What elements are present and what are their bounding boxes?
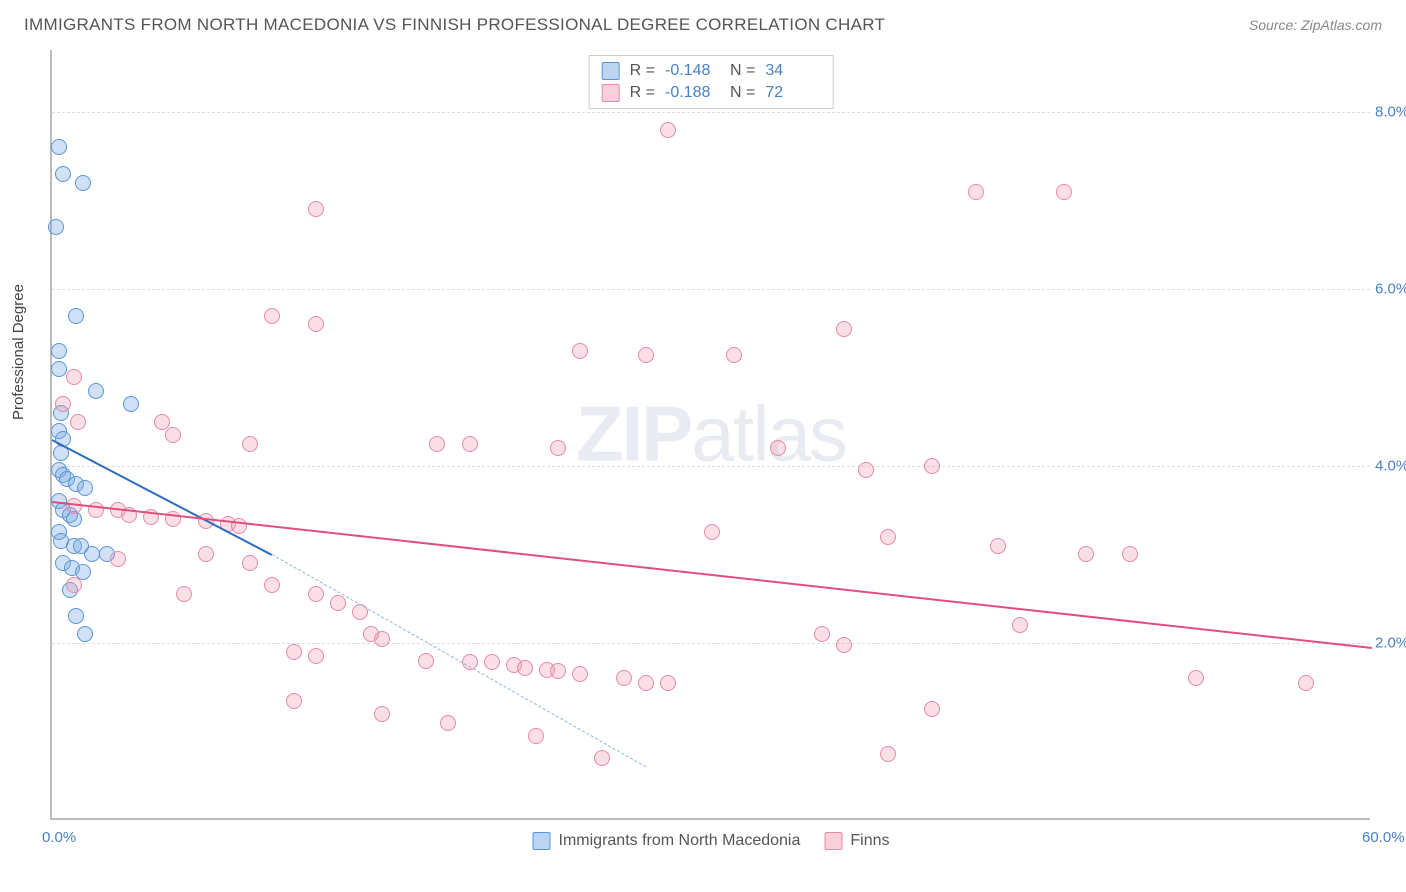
data-point [68,608,84,624]
y-tick-label: 6.0% [1375,280,1406,297]
trendline [272,555,646,768]
chart-title: IMMIGRANTS FROM NORTH MACEDONIA VS FINNI… [24,15,885,35]
data-point [48,219,64,235]
data-point [550,663,566,679]
data-point [55,166,71,182]
gridline [52,466,1370,467]
data-point [484,654,500,670]
data-point [110,551,126,567]
data-point [440,715,456,731]
data-point [66,577,82,593]
data-point [264,308,280,324]
y-tick-label: 4.0% [1375,457,1406,474]
data-point [51,343,67,359]
data-point [429,436,445,452]
data-point [51,139,67,155]
data-point [924,458,940,474]
data-point [1298,675,1314,691]
scatter-plot-area: ZIPatlas R = -0.148 N = 34 R = -0.188 N … [50,50,1370,820]
data-point [84,546,100,562]
data-point [154,414,170,430]
x-tick-label: 0.0% [42,829,76,846]
gridline [52,112,1370,113]
swatch-pink-icon [824,832,842,850]
data-point [550,440,566,456]
data-point [616,670,632,686]
data-point [165,427,181,443]
data-point [88,383,104,399]
data-point [286,644,302,660]
data-point [1012,617,1028,633]
y-axis-label: Professional Degree [10,284,27,420]
swatch-pink-icon [602,84,620,102]
data-point [924,701,940,717]
data-point [75,175,91,191]
data-point [572,666,588,682]
data-point [330,595,346,611]
data-point [198,546,214,562]
data-point [594,750,610,766]
data-point [660,122,676,138]
correlation-legend: R = -0.148 N = 34 R = -0.188 N = 72 [589,55,834,109]
chart-header: IMMIGRANTS FROM NORTH MACEDONIA VS FINNI… [24,10,1382,40]
data-point [70,414,86,430]
data-point [68,308,84,324]
data-point [308,316,324,332]
data-point [638,347,654,363]
data-point [77,480,93,496]
data-point [308,201,324,217]
data-point [660,675,676,691]
swatch-blue-icon [533,832,551,850]
data-point [1078,546,1094,562]
data-point [836,321,852,337]
y-tick-label: 2.0% [1375,634,1406,651]
data-point [880,529,896,545]
data-point [858,462,874,478]
data-point [1188,670,1204,686]
swatch-blue-icon [602,62,620,80]
legend-item-pink: Finns [824,832,889,850]
data-point [770,440,786,456]
data-point [123,396,139,412]
data-point [242,436,258,452]
data-point [990,538,1006,554]
data-point [517,660,533,676]
legend-item-blue: Immigrants from North Macedonia [533,832,801,850]
data-point [726,347,742,363]
data-point [176,586,192,602]
data-point [528,728,544,744]
data-point [968,184,984,200]
data-point [308,586,324,602]
data-point [264,577,280,593]
legend-row-blue: R = -0.148 N = 34 [602,60,821,82]
data-point [286,693,302,709]
legend-row-pink: R = -0.188 N = 72 [602,82,821,104]
data-point [308,648,324,664]
gridline [52,643,1370,644]
data-point [880,746,896,762]
data-point [638,675,654,691]
data-point [55,396,71,412]
data-point [66,369,82,385]
data-point [836,637,852,653]
x-tick-label: 60.0% [1362,829,1405,846]
data-point [374,706,390,722]
data-point [77,626,93,642]
data-point [814,626,830,642]
source-attribution: Source: ZipAtlas.com [1249,17,1382,33]
data-point [462,436,478,452]
data-point [51,361,67,377]
data-point [374,631,390,647]
gridline [52,289,1370,290]
data-point [1122,546,1138,562]
series-legend: Immigrants from North Macedonia Finns [533,832,890,850]
data-point [242,555,258,571]
y-tick-label: 8.0% [1375,103,1406,120]
data-point [1056,184,1072,200]
data-point [572,343,588,359]
data-point [704,524,720,540]
data-point [418,653,434,669]
